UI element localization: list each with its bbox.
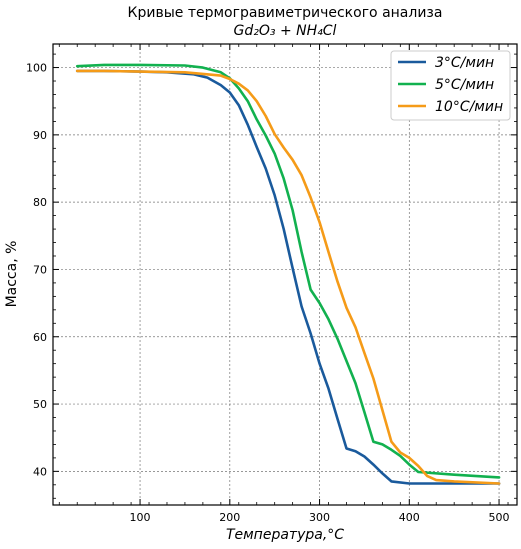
legend: 3°C/мин 5°C/мин 10°C/мин	[390, 50, 511, 121]
series-line-1	[75, 63, 501, 479]
x-axis-label: Температура,°C	[226, 527, 344, 543]
series-line-0	[75, 69, 501, 485]
legend-label-5: 5°C/мин	[435, 77, 494, 93]
series-line-2	[75, 69, 501, 485]
x-tick-label: 400	[399, 511, 420, 524]
x-tick-label: 200	[219, 511, 240, 524]
plot-frame	[52, 43, 518, 506]
legend-box	[390, 50, 511, 121]
y-tick-label: 90	[33, 129, 47, 142]
y-tick-label: 50	[33, 398, 47, 411]
series-lines	[75, 63, 501, 485]
y-tick-label: 60	[33, 331, 47, 344]
chart-title: Кривые термогравиметрического анализа	[128, 5, 443, 21]
y-tick-label: 80	[33, 196, 47, 209]
y-tick-label: 70	[33, 263, 47, 276]
x-tick-label: 500	[489, 511, 510, 524]
chart-subtitle: Gd₂O₃ + NH₄Cl	[234, 23, 337, 39]
x-tick-label: 300	[309, 511, 330, 524]
y-tick-label: 40	[33, 465, 47, 478]
y-axis-label: Масса, %	[4, 241, 20, 308]
grid	[53, 44, 517, 505]
x-tick-label: 100	[130, 511, 151, 524]
y-tick-label: 100	[26, 62, 47, 75]
legend-label-3: 3°C/мин	[435, 55, 494, 71]
legend-label-10: 10°C/мин	[435, 99, 503, 115]
axis-ticks: 100 200 300 400 500 40 50 60 70 80 90 100	[26, 44, 517, 524]
